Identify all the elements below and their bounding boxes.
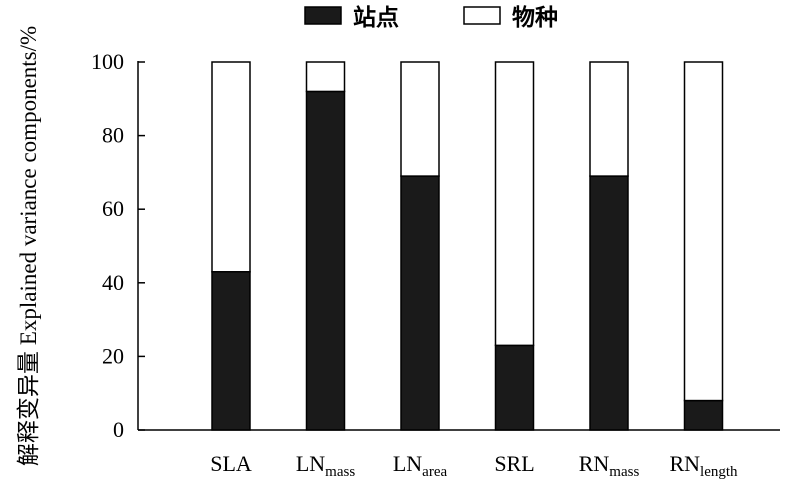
legend-swatch-site [304,6,342,25]
x-tick-label-base: SRL [494,451,534,476]
bar-segment-species [589,61,629,177]
x-tick-labels: SLA LNmass LNarea SRL RNmass RNlength [210,451,738,480]
y-axis-title: 解释变异量 Explained variance components/% [16,26,41,466]
bar-segment-site [400,175,440,431]
y-tick-label: 80 [102,123,124,148]
x-tick-label-subscript: length [700,464,738,480]
x-tick-label: LNarea [393,451,448,480]
bar-segment-species [305,61,346,93]
x-tick-label-base: LN [296,451,325,476]
legend-swatch-species [463,6,501,25]
bar-segment-site [305,90,346,431]
bars [211,61,724,431]
y-axis-title-text: 解释变异量 Explained variance components/% [16,26,41,466]
y-axis-title-cn: 解释变异量 [16,351,41,466]
x-tick-label: LNmass [296,451,355,480]
y-axis-title-en: Explained variance components/% [16,26,41,345]
x-tick-label-base: RN [579,451,610,476]
y-tick-label: 20 [102,343,124,368]
x-tick-label-base: RN [669,451,700,476]
x-tick-label: RNlength [669,451,738,480]
bar-segment-species [211,61,251,273]
x-tick-label: SLA [210,451,252,476]
y-tick-label: 40 [102,270,124,295]
bar-segment-species [494,61,535,347]
x-tick-label-subscript: mass [325,464,355,480]
bar-segment-site [683,399,724,431]
y-tick-label: 0 [113,417,124,442]
x-tick-label-subscript: area [422,464,447,480]
y-tick-label: 60 [102,196,124,221]
bar-segment-site [589,175,629,431]
bar-segment-site [494,344,535,431]
x-tick-label-base: SLA [210,451,252,476]
legend-label-species: 物种 [512,4,558,31]
x-tick-label-subscript: mass [609,464,639,480]
x-tick-label: SRL [494,451,534,476]
bar-segment-site [211,271,251,431]
bar-segment-species [683,61,724,402]
y-tick-label: 100 [91,49,124,74]
x-tick-label-base: LN [393,451,422,476]
bar-segment-species [400,61,440,177]
x-tick-label: RNmass [579,451,640,480]
legend: 站点 物种 [304,4,558,31]
legend-label-site: 站点 [353,5,399,31]
